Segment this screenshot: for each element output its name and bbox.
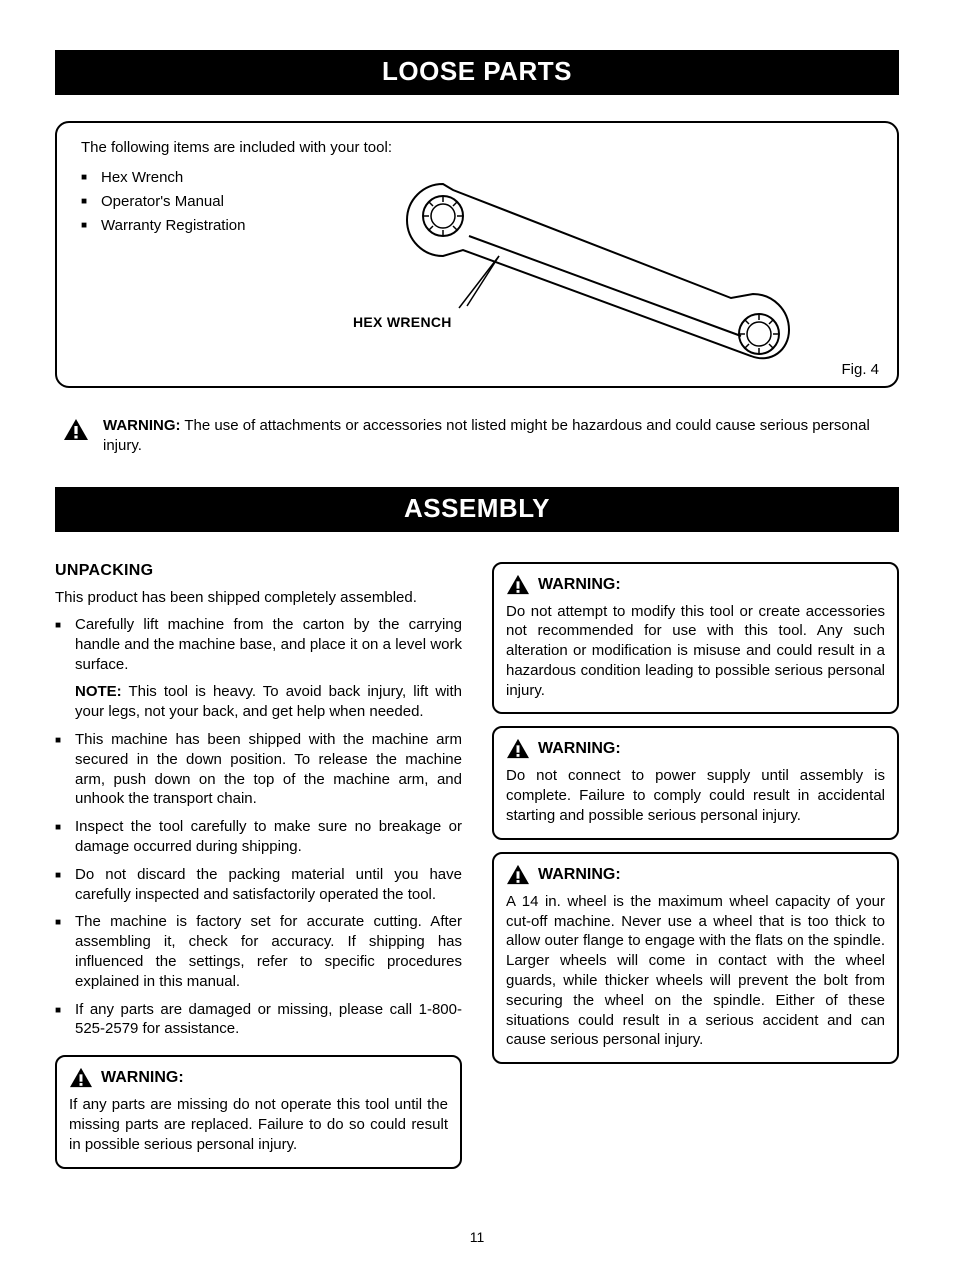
hex-wrench-illustration: [351, 178, 791, 378]
list-item: The machine is factory set for accurate …: [55, 912, 462, 991]
warning-text: A 14 in. wheel is the maximum wheel capa…: [506, 892, 885, 1050]
inline-warning-text: WARNING: The use of attachments or acces…: [103, 416, 891, 457]
warning-label: WARNING:: [101, 1069, 184, 1087]
warning-text: Do not attempt to modify this tool or cr…: [506, 602, 885, 701]
loose-parts-heading: LOOSE PARTS: [55, 50, 899, 95]
warning-text: Do not connect to power supply until ass…: [506, 766, 885, 825]
list-item: This machine has been shipped with the m…: [55, 730, 462, 809]
warning-box-wheel: WARNING: A 14 in. wheel is the maximum w…: [492, 852, 899, 1064]
warning-label: WARNING:: [538, 866, 621, 884]
warning-icon: [69, 1067, 93, 1089]
parts-intro: The following items are included with yo…: [81, 139, 885, 156]
warning-icon: [63, 418, 89, 442]
warning-body: The use of attachments or accessories no…: [103, 417, 870, 454]
page-number: 11: [55, 1229, 899, 1245]
hex-wrench-label: HEX WRENCH: [353, 314, 452, 330]
warning-text: If any parts are missing do not operate …: [69, 1095, 448, 1154]
warning-label: WARNING:: [538, 576, 621, 594]
warning-icon: [506, 574, 530, 596]
item-text: Carefully lift machine from the carton b…: [75, 616, 462, 673]
warning-box-modify: WARNING: Do not attempt to modify this t…: [492, 562, 899, 715]
warning-icon: [506, 738, 530, 760]
warning-box-missing-parts: WARNING: If any parts are missing do not…: [55, 1055, 462, 1168]
warning-box-power: WARNING: Do not connect to power supply …: [492, 726, 899, 839]
note-label: NOTE:: [75, 683, 122, 700]
two-column-layout: UNPACKING This product has been shipped …: [55, 562, 899, 1181]
loose-parts-box: The following items are included with yo…: [55, 121, 899, 388]
list-item: Inspect the tool carefully to make sure …: [55, 817, 462, 857]
warning-label: WARNING:: [103, 417, 181, 434]
warning-icon: [506, 864, 530, 886]
assembly-heading: ASSEMBLY: [55, 487, 899, 532]
figure-area: HEX WRENCH Fig. 4: [81, 178, 885, 378]
inline-warning: WARNING: The use of attachments or acces…: [55, 416, 899, 457]
unpacking-list: Carefully lift machine from the carton b…: [55, 615, 462, 1039]
unpacking-heading: UNPACKING: [55, 562, 462, 580]
warning-label: WARNING:: [538, 740, 621, 758]
unpacking-intro: This product has been shipped completely…: [55, 588, 462, 608]
right-column: WARNING: Do not attempt to modify this t…: [492, 562, 899, 1181]
list-item: If any parts are damaged or missing, ple…: [55, 1000, 462, 1040]
note-text: This tool is heavy. To avoid back injury…: [75, 683, 462, 720]
list-item: Carefully lift machine from the carton b…: [55, 615, 462, 722]
list-item: Do not discard the packing material unti…: [55, 865, 462, 905]
figure-caption: Fig. 4: [841, 361, 879, 378]
left-column: UNPACKING This product has been shipped …: [55, 562, 462, 1181]
